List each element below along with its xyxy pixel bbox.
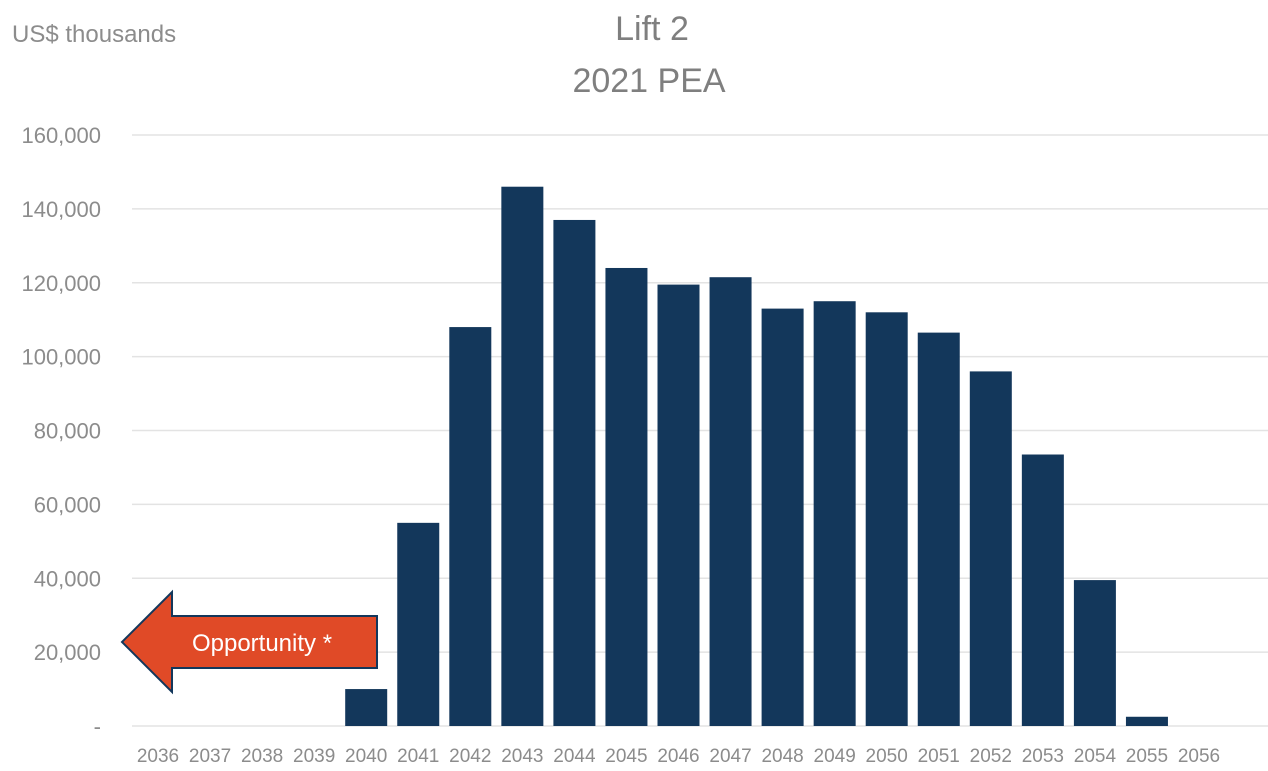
x-tick-label: 2055 [1126,746,1168,767]
x-tick-label: 2045 [605,746,647,767]
x-tick-label: 2038 [241,746,283,767]
bar-2042 [449,327,492,726]
bar-2040 [345,689,388,726]
x-tick-label: 2037 [189,746,231,767]
y-tick-label: 100,000 [21,345,101,370]
bar-2045 [605,267,648,726]
bar-2043 [501,186,544,726]
bar-2049 [813,301,856,726]
y-tick-label: - [94,714,101,739]
x-tick-label: 2049 [814,746,856,767]
y-axis-ticks: - 20,000 40,000 60,000 80,000 100,000 120,000 1… [21,123,101,739]
y-tick-label: 40,000 [34,566,101,591]
x-tick-label: 2050 [866,746,908,767]
y-tick-label: 120,000 [21,271,101,296]
bar-2052 [969,371,1012,726]
bars [345,186,1168,727]
y-tick-label: 20,000 [34,640,101,665]
bar-2047 [709,277,752,726]
opportunity-arrow: Opportunity * [120,589,378,695]
x-tick-label: 2053 [1022,746,1064,767]
bar-2055 [1125,716,1168,726]
x-tick-label: 2043 [501,746,543,767]
bar-2050 [865,312,908,726]
x-tick-label: 2044 [553,746,596,767]
opportunity-label: Opportunity * [192,630,332,657]
bar-2044 [553,219,596,727]
chart-subtitle: 2021 PEA [572,62,725,100]
bar-2048 [761,308,804,726]
x-tick-label: 2047 [709,746,751,767]
x-tick-label: 2046 [657,746,699,767]
y-tick-label: 140,000 [21,197,101,222]
bar-2051 [917,332,960,726]
x-tick-label: 2039 [293,746,335,767]
y-tick-label: 160,000 [21,123,101,148]
y-tick-label: 60,000 [34,492,101,517]
x-tick-label: 2054 [1074,746,1117,767]
x-tick-label: 2040 [345,746,387,767]
bar-2041 [397,522,440,726]
x-axis-ticks: 2036 2037 2038 2039 2040 2041 2042 2043 2044 2045… [137,746,1220,767]
x-tick-label: 2042 [449,746,491,767]
bar-2046 [657,284,700,726]
y-tick-label: 80,000 [34,419,101,444]
unit-label: US$ thousands [12,21,176,48]
x-tick-label: 2052 [970,746,1012,767]
x-tick-label: 2036 [137,746,179,767]
x-tick-label: 2051 [918,746,960,767]
chart-title: Lift 2 [615,10,689,48]
x-tick-label: 2048 [761,746,803,767]
bar-2053 [1021,454,1064,726]
left-arrow-icon [120,589,378,695]
bar-2054 [1073,580,1116,726]
x-tick-label: 2056 [1178,746,1220,767]
x-tick-label: 2041 [397,746,439,767]
